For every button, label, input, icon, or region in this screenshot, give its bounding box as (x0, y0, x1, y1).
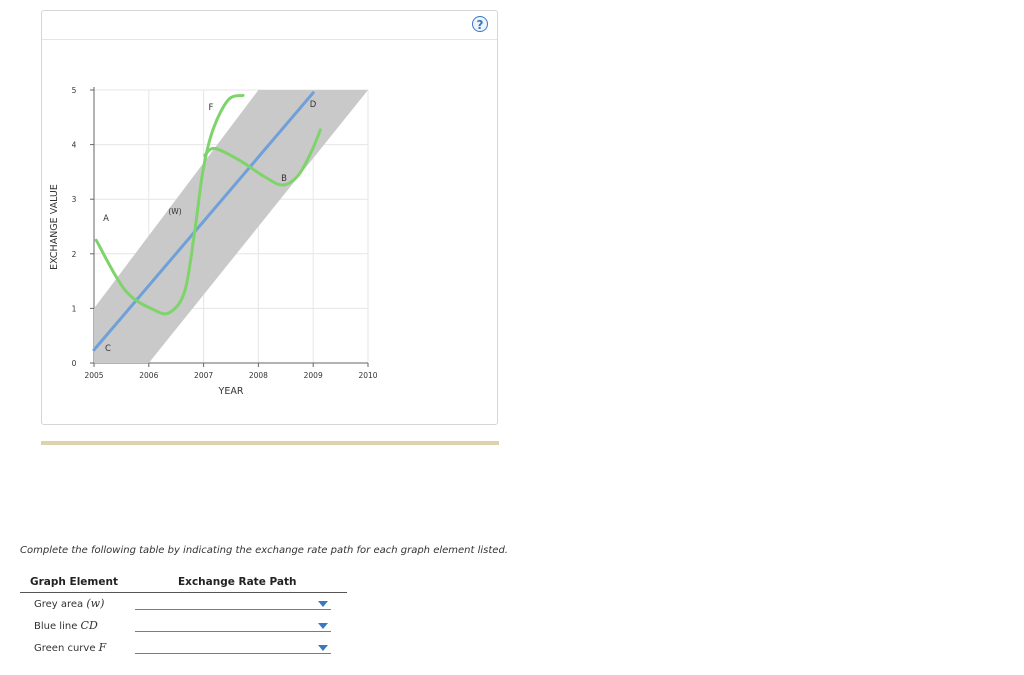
y-axis-label: EXCHANGE VALUE (49, 184, 60, 270)
row-label: Green curve (34, 643, 96, 654)
y-tick-label: 5 (72, 86, 77, 95)
annotation: (W) (168, 207, 181, 216)
help-button[interactable]: ? (472, 16, 488, 32)
table-row: Green curve F (34, 641, 106, 654)
graph-panel (41, 10, 498, 425)
divider-bar (41, 441, 499, 445)
instructions: Complete the following table by indicati… (20, 545, 508, 556)
header-rule (20, 592, 347, 593)
panel-header-line (42, 39, 497, 40)
row-symbol: (w) (86, 597, 105, 610)
curve (203, 128, 322, 187)
dropdown[interactable] (135, 597, 331, 610)
table-row: Blue line CD (34, 619, 98, 632)
x-tick-label: 2007 (194, 371, 213, 380)
annotation: C (105, 344, 111, 354)
annotation: D (310, 100, 317, 110)
chart: EXCHANGE VALUE YEAR 2005 2006 2007 2008 2009… (49, 86, 378, 397)
x-axis-label: YEAR (218, 386, 244, 397)
shaded-area (94, 90, 368, 363)
row-symbol: F (98, 641, 107, 654)
x-tick-label: 2009 (304, 371, 323, 380)
row-label: Blue line (34, 621, 78, 632)
x-tick-label: 2010 (358, 371, 377, 380)
row-label: Grey area (34, 599, 84, 610)
table-header: Graph Element (30, 576, 118, 588)
x-tick-label: 2006 (139, 371, 158, 380)
curve (94, 93, 245, 316)
y-tick-label: 4 (72, 141, 77, 150)
dropdown[interactable] (135, 641, 331, 654)
x-tick-label: 2008 (249, 371, 268, 380)
table-row: Grey area (w) (34, 597, 104, 610)
y-tick-label: 0 (72, 359, 77, 368)
row-symbol: CD (80, 619, 98, 632)
annotation: B (281, 174, 287, 184)
dropdown[interactable] (135, 619, 331, 632)
y-tick-label: 1 (72, 304, 77, 313)
y-tick-label: 2 (72, 250, 77, 259)
table-header: Exchange Rate Path (178, 576, 297, 588)
annotation: A (103, 214, 109, 224)
x-tick-label: 2005 (84, 371, 103, 380)
curve (92, 91, 315, 352)
annotation: F (209, 103, 214, 113)
y-tick-label: 3 (72, 195, 77, 204)
